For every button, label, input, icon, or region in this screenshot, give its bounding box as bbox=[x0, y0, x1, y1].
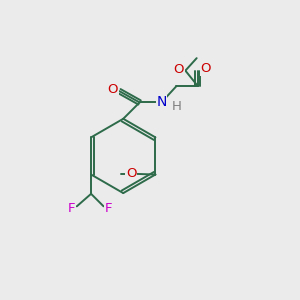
Text: H: H bbox=[172, 100, 182, 112]
Text: F: F bbox=[105, 202, 113, 214]
Text: O: O bbox=[126, 167, 136, 179]
Text: F: F bbox=[68, 202, 75, 214]
Text: N: N bbox=[156, 95, 167, 109]
Text: O: O bbox=[200, 62, 211, 75]
Text: O: O bbox=[174, 63, 184, 76]
Text: O: O bbox=[108, 83, 118, 96]
